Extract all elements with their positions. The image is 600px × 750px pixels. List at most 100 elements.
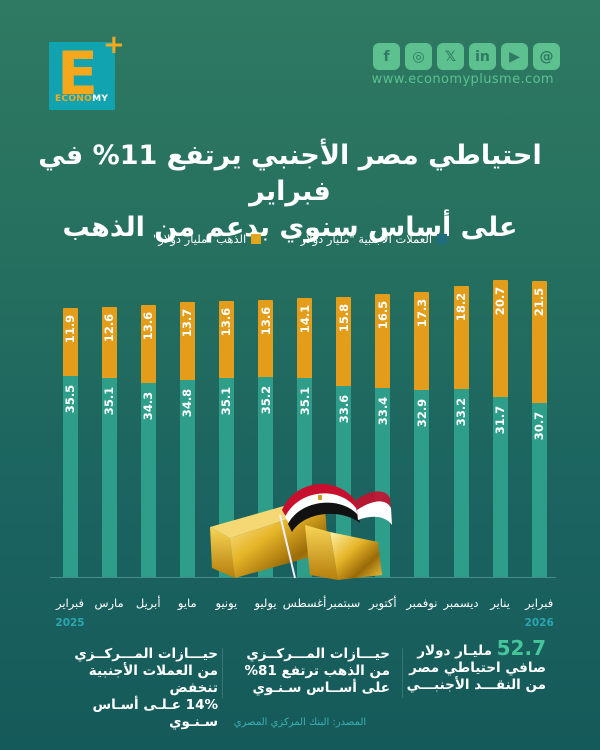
note-gold-line-2: من الذهب ترتفع 81% [244,663,390,679]
chart-legend: العملات الأجنبية "مليار دولار" الذهب "مل… [0,232,600,246]
legend-swatch-gold [251,234,262,244]
bar-value-fx: 30.7 [532,411,547,441]
bar-value-gold: 15.8 [336,303,351,333]
bar-value-fx: 34.3 [141,391,156,420]
x-tick-label: ديسمبر [443,596,479,610]
note-fx-line-1: حيـــازات المـــركــزي [74,646,218,662]
bar-1: 12.6 35.1 [101,306,117,577]
note-gold-holdings: حيـــازات المـــركــزي من الذهب ترتفع 81… [240,646,390,697]
note-net-line-3: من النقـــد الأجنبـــي [406,677,546,693]
x-icon[interactable]: 𝕏 [437,43,464,70]
bar-value-fx: 35.5 [63,384,77,413]
bar-value-fx: 35.1 [297,386,312,416]
note-fx-line-2: من العملات الأجنبية تنخفض [88,663,218,696]
bar-segment-fx: 33.2 [453,388,469,577]
note-net-line-1: 52.7 مليـار دولار [417,636,546,660]
x-axis-line [50,577,556,578]
x-tick-label: فبراير [525,596,554,610]
x-tick-label: أغسطس [282,596,327,610]
bar-value-gold: 16.5 [375,300,390,330]
bar-value-fx: 33.2 [454,397,468,426]
legend-label-fx: العملات الأجنبية "مليار دولار" [295,232,433,246]
legend-item-fx: العملات الأجنبية "مليار دولار" [295,232,448,246]
legend-swatch-fx [437,234,448,244]
year-label: 2026 [524,617,554,629]
bar-value-gold: 11.9 [63,315,77,344]
x-tick-label: يناير [490,596,510,610]
logo-background [49,42,115,110]
website-link[interactable]: www.economyplusme.com [371,72,554,87]
note-net-line-2: صافي احتياطي مصر [409,660,546,676]
bar-segment-fx: 33.4 [375,387,391,577]
bar-segment-gold: 13.6 [258,300,273,378]
note-fx-line-3: 14% عـلـى أسـاس سـنـوي [92,697,218,730]
bar-0: 11.9 35.5 [62,308,78,577]
bar-value-fx: 32.9 [414,399,429,428]
bar-value-gold: 17.3 [414,299,429,328]
facebook-icon[interactable]: f [373,43,400,70]
x-tick-label: مايو [177,596,197,610]
bar-segment-gold: 16.5 [375,294,391,388]
brand-logo: E + ECONOMY [49,32,125,112]
page-title: احتياطي مصر الأجنبي يرتفع 11% في فبراير … [20,138,560,246]
threads-icon[interactable]: @ [533,43,560,70]
bar-value-gold: 21.5 [532,287,547,317]
linkedin-icon[interactable]: in [469,43,496,70]
bar-segment-fx: 30.7 [531,402,547,577]
bar-segment-gold: 12.6 [101,306,117,378]
x-tick-label: مارس [94,596,124,610]
bar-segment-gold: 15.8 [336,296,352,387]
gold-bars-flag-illustration [210,483,392,580]
bar-segment-gold: 21.5 [531,281,547,403]
youtube-icon[interactable]: ▶ [501,43,528,70]
bar-value-gold: 13.6 [141,312,156,341]
bar-11: 20.7 31.7 [492,279,508,577]
logo-plus-icon: + [103,30,125,60]
bar-9: 17.3 32.9 [414,292,430,577]
bar-segment-fx: 34.3 [140,382,156,577]
bar-segment-fx: 31.7 [492,397,508,577]
bar-value-gold: 13.7 [180,308,195,338]
divider [402,648,403,698]
bar-segment-fx: 35.5 [62,375,78,577]
legend-label-gold: الذهب "مليار دولار" [152,232,247,246]
bar-value-fx: 34.8 [180,388,195,417]
bar-value-fx: 33.6 [336,395,351,424]
instagram-icon[interactable]: ◎ [405,43,432,70]
logo-wordmark: ECONOMY [55,94,109,104]
bar-segment-gold: 13.6 [140,305,156,383]
bar-value-fx: 35.1 [219,386,234,416]
bar-value-gold: 14.1 [297,304,312,334]
x-tick-label: فبراير [55,596,85,610]
bar-segment-gold: 13.7 [179,302,195,380]
bar-7: 15.8 33.6 [336,296,352,577]
title-line-1: احتياطي مصر الأجنبي يرتفع 11% في فبراير [38,140,542,207]
bar-value-fx: 35.1 [102,386,117,416]
year-label: 2025 [55,617,85,629]
bar-value-fx: 35.2 [258,386,273,415]
bar-value-fx: 31.7 [493,406,508,435]
note-gold-line-1: حيـــازات المـــركــزي [246,646,390,662]
x-tick-label: نوفمبر [406,596,438,610]
bar-12: 21.5 30.7 [531,281,547,577]
logo-letter: E [57,39,98,109]
bar-segment-gold: 18.2 [453,285,469,389]
bar-2: 13.6 34.3 [140,305,156,577]
x-tick-label: سبتمبر [327,596,361,610]
bar-segment-gold: 13.6 [218,300,234,378]
net-reserves-value: 52.7 [496,636,546,660]
bar-8: 16.5 33.4 [375,294,391,577]
note-gold-line-3: على أســاس سـنـوي [252,680,390,696]
bar-segment-fx: 32.9 [414,390,430,577]
legend-item-gold: الذهب "مليار دولار" [152,232,262,246]
bar-segment-gold: 11.9 [62,308,78,376]
bar-segment-gold: 14.1 [297,298,313,378]
x-tick-label: يوليو [254,596,277,610]
bar-value-gold: 12.6 [102,313,117,342]
bar-value-gold: 18.2 [454,292,468,321]
x-tick-label: أبريل [135,596,161,610]
source-note: المصدر: البنك المركزي المصري [233,717,367,728]
bar-segment-fx: 35.1 [101,377,117,577]
